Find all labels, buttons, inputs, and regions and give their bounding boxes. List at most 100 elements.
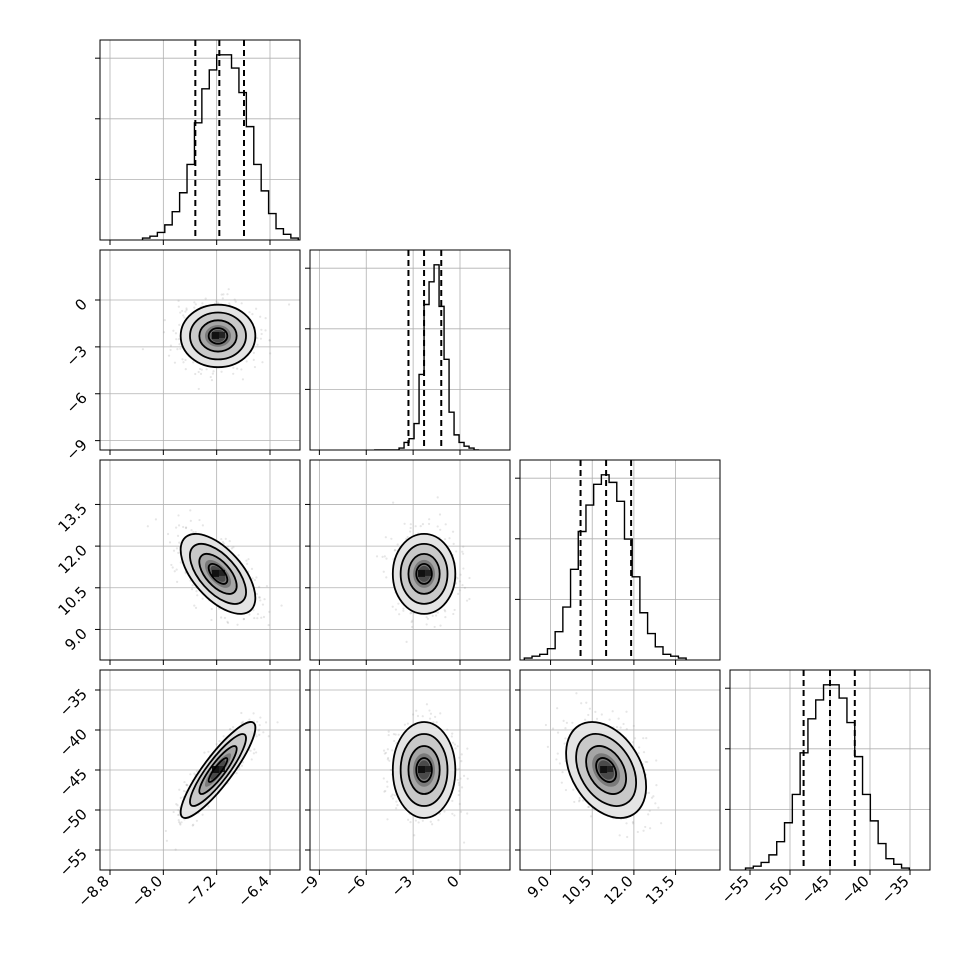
sample-point — [388, 759, 391, 762]
sample-point — [185, 308, 188, 311]
sample-point — [466, 812, 469, 815]
sample-point — [252, 608, 255, 612]
sample-point — [194, 303, 197, 306]
sample-point — [250, 758, 253, 761]
sample-point — [386, 748, 389, 751]
sample-point — [253, 578, 257, 582]
panel-frame — [309, 459, 511, 661]
sample-point — [452, 542, 455, 545]
sample-point — [451, 732, 454, 735]
sample-point — [462, 774, 466, 777]
sample-point — [228, 302, 231, 305]
sample-point — [203, 751, 206, 754]
sample-point — [384, 751, 388, 754]
sample-point — [415, 709, 418, 712]
sample-point — [252, 358, 255, 361]
sample-point — [249, 749, 252, 752]
sample-point — [385, 576, 388, 579]
sample-point — [443, 810, 446, 813]
sample-point — [411, 713, 415, 716]
sample-point — [189, 509, 192, 512]
sample-point — [217, 607, 221, 610]
contour-line — [198, 745, 238, 795]
sample-point — [180, 821, 183, 824]
y-tick-label: 12.0 — [54, 541, 90, 577]
sample-point — [172, 329, 175, 332]
contour-line — [407, 745, 441, 795]
sample-point — [268, 610, 271, 614]
sample-point — [393, 739, 396, 743]
sample-point — [234, 300, 237, 303]
sample-point — [276, 721, 279, 724]
sample-point — [387, 730, 390, 733]
sample-point — [216, 301, 220, 304]
sample-point — [178, 788, 181, 791]
density-peak — [219, 766, 225, 772]
sample-point — [551, 727, 555, 730]
sample-point — [181, 309, 184, 313]
sample-point — [383, 555, 386, 558]
sample-point — [428, 717, 432, 720]
sample-point — [392, 733, 396, 736]
sample-point — [455, 550, 458, 553]
sample-point — [382, 570, 385, 573]
sample-point — [416, 714, 420, 718]
sample-point — [564, 737, 567, 740]
sample-point — [636, 830, 639, 834]
sample-point — [578, 799, 581, 802]
contour-line — [179, 532, 257, 615]
sample-point — [248, 613, 251, 616]
sample-point — [460, 760, 463, 763]
sample-point — [177, 524, 181, 527]
sample-point — [444, 616, 447, 619]
sample-point — [571, 721, 574, 724]
y-tick-label: −9 — [62, 436, 90, 464]
sample-point — [647, 791, 651, 794]
sample-point — [395, 807, 398, 810]
sample-point — [177, 551, 180, 554]
y-tick-label: −40 — [56, 725, 91, 760]
sample-point — [655, 759, 658, 762]
sample-point — [394, 548, 397, 552]
sample-point — [466, 747, 469, 750]
sample-point — [258, 596, 261, 599]
sample-point — [600, 713, 603, 716]
sample-point — [248, 311, 251, 314]
sample-point — [578, 796, 581, 800]
sample-point — [451, 530, 455, 533]
sample-point — [409, 523, 412, 526]
sample-point — [199, 372, 203, 375]
sample-point — [648, 809, 651, 812]
sample-point — [177, 305, 180, 308]
sample-point — [572, 788, 575, 791]
sample-point — [200, 368, 203, 371]
sample-point — [228, 728, 232, 731]
x-tick-label: −8.8 — [74, 872, 112, 910]
sample-point — [193, 604, 196, 607]
sample-point — [251, 312, 254, 316]
sample-point — [458, 783, 461, 787]
sample-point — [409, 530, 412, 533]
contour-line — [189, 733, 247, 807]
sample-point — [259, 716, 262, 719]
sample-point — [460, 753, 463, 756]
sample-point — [394, 608, 398, 611]
sample-point — [625, 728, 628, 731]
sample-point — [192, 530, 195, 534]
sample-point — [398, 613, 401, 616]
sample-point — [170, 563, 173, 567]
sample-point — [269, 352, 272, 355]
x-tick-label: −7.2 — [181, 872, 219, 910]
sample-point — [222, 542, 226, 545]
sample-point — [255, 592, 259, 596]
sample-point — [389, 768, 392, 772]
sample-point — [387, 756, 390, 760]
scatter-panel-4-2 — [310, 670, 510, 870]
sample-point — [391, 749, 394, 752]
y-tick-label: −35 — [56, 685, 91, 720]
sample-point — [185, 783, 188, 786]
sample-point — [184, 526, 188, 529]
x-tick-label: −45 — [798, 872, 833, 907]
sample-point — [287, 303, 291, 306]
sample-point — [584, 718, 587, 721]
